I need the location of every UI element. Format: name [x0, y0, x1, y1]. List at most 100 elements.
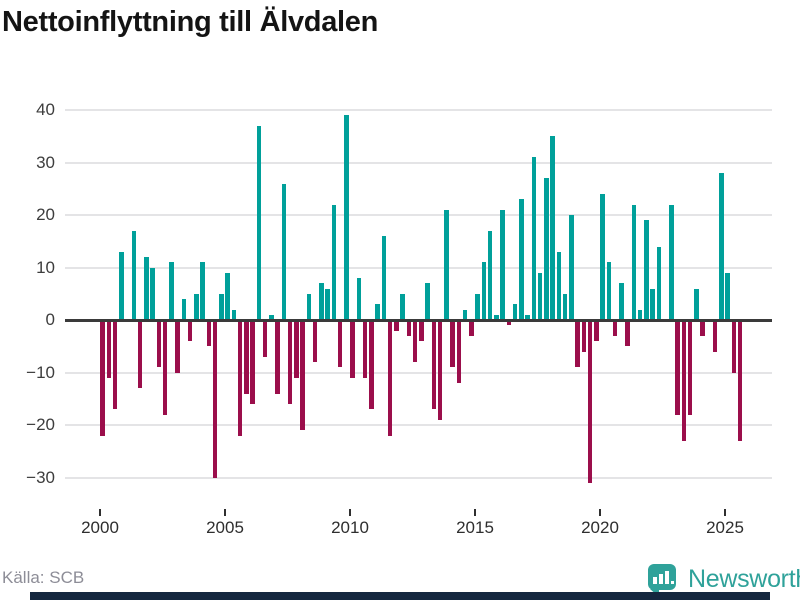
bar-2011-q2	[381, 236, 386, 320]
gridline-10	[65, 266, 772, 269]
x-axis-tick-2025	[724, 509, 726, 516]
x-axis-label-2020: 2020	[581, 518, 619, 537]
bar-2004-q1	[200, 262, 205, 320]
bar-2005-q2	[231, 309, 236, 320]
bar-2014-q4	[469, 320, 474, 336]
x-axis-label-2005: 2005	[206, 518, 244, 537]
bar-2009-q2	[331, 204, 336, 320]
bar-2004-q2	[206, 320, 211, 347]
bar-2014-q2	[456, 320, 461, 383]
gridline-40	[65, 109, 772, 111]
bar-2006-q3	[262, 320, 268, 357]
bar-2010-q1	[350, 320, 355, 378]
bar-2009-q1	[325, 288, 330, 320]
x-axis-tick-2015	[474, 509, 476, 516]
bar-2002-q4	[169, 262, 174, 320]
bar-2024-q1	[700, 320, 705, 336]
bar-2009-q3	[337, 320, 343, 368]
source-label: Källa: SCB	[2, 568, 85, 587]
newsworthy-logo[interactable]: Newsworthy	[648, 563, 800, 597]
bar-2024-q4	[719, 173, 724, 320]
bar-2015-q2	[481, 262, 486, 320]
bar-2018-q3	[562, 293, 568, 320]
bar-2010-q2	[356, 278, 361, 320]
bar-2000-q2	[106, 320, 111, 378]
bar-2020-q3	[612, 320, 618, 336]
bar-2015-q3	[487, 230, 493, 320]
bar-2008-q4	[319, 283, 324, 320]
bar-2005-q4	[244, 320, 249, 394]
bar-2002-q1	[150, 267, 155, 320]
zero-line	[65, 318, 772, 322]
bar-2016-q3	[512, 304, 518, 320]
bar-2017-q4	[544, 178, 549, 320]
bar-2014-q3	[462, 309, 468, 320]
y-axis-label-10: 10	[36, 257, 55, 277]
bar-2018-q1	[550, 136, 555, 320]
bar-2000-q1	[100, 320, 105, 436]
logo-chart-bar-2	[659, 574, 663, 584]
bar-2013-q2	[431, 320, 436, 410]
bar-2019-q1	[575, 320, 580, 368]
bar-2003-q1	[175, 320, 180, 373]
chart-title: Nettoinflyttning till Älvdalen	[2, 6, 379, 38]
bar-2025-q1	[725, 272, 730, 320]
newsworthy-logo-text: Newsworthy	[688, 565, 800, 593]
bar-2017-q3	[537, 272, 543, 320]
bar-2021-q3	[637, 309, 643, 320]
bar-2000-q3	[112, 320, 118, 410]
x-axis-label-2000: 2000	[81, 518, 119, 537]
bar-2011-q3	[387, 320, 393, 436]
bar-2017-q2	[531, 157, 536, 320]
bar-2013-q3	[437, 320, 443, 420]
bar-2019-q2	[581, 320, 586, 352]
bar-2000-q4	[119, 251, 124, 320]
bar-2004-q4	[219, 293, 224, 320]
gridline--20	[65, 424, 772, 426]
bar-2010-q4	[369, 320, 374, 410]
gridline-20	[65, 214, 772, 216]
bar-2008-q1	[300, 320, 305, 431]
x-axis-tick-2010	[349, 509, 351, 516]
y-axis-label--10: −10	[26, 362, 55, 382]
logo-chart-bar-3	[665, 571, 669, 584]
bar-2021-q2	[631, 204, 636, 320]
bar-2013-q1	[425, 283, 430, 320]
bar-2007-q3	[287, 320, 293, 404]
bar-2006-q1	[250, 320, 255, 404]
x-axis-label-2010: 2010	[331, 518, 369, 537]
bar-2012-q2	[406, 320, 411, 336]
bar-2001-q4	[144, 257, 149, 320]
bar-2020-q1	[600, 194, 605, 320]
bar-2003-q4	[194, 293, 199, 320]
gridline-30	[65, 161, 772, 164]
bar-2003-q3	[187, 320, 193, 341]
bar-2017-q1	[525, 314, 530, 320]
bar-2020-q2	[606, 262, 611, 320]
newsworthy-logo-icon	[648, 564, 676, 590]
y-axis-label-0: 0	[45, 310, 55, 329]
bar-2023-q2	[681, 320, 686, 441]
x-axis-tick-2005	[224, 509, 226, 516]
bar-2016-q1	[500, 209, 505, 320]
bar-2008-q2	[306, 293, 311, 320]
bar-2009-q4	[344, 115, 349, 320]
gridline--10	[65, 371, 772, 374]
bar-2022-q2	[656, 246, 661, 320]
bar-2005-q3	[237, 320, 243, 436]
bar-2005-q1	[225, 272, 230, 320]
y-axis-label-20: 20	[36, 205, 55, 224]
bar-2002-q2	[156, 320, 161, 368]
bar-2021-q1	[625, 320, 630, 347]
bar-2020-q4	[619, 283, 624, 320]
bar-2007-q1	[275, 320, 280, 394]
bar-2018-q4	[569, 215, 574, 320]
bar-2008-q3	[312, 320, 318, 362]
bar-2013-q4	[444, 209, 449, 320]
bar-2016-q4	[519, 199, 524, 320]
bar-2010-q3	[362, 320, 368, 378]
bar-2024-q3	[712, 320, 718, 352]
bar-2022-q1	[650, 288, 655, 320]
bar-2021-q4	[644, 220, 649, 320]
